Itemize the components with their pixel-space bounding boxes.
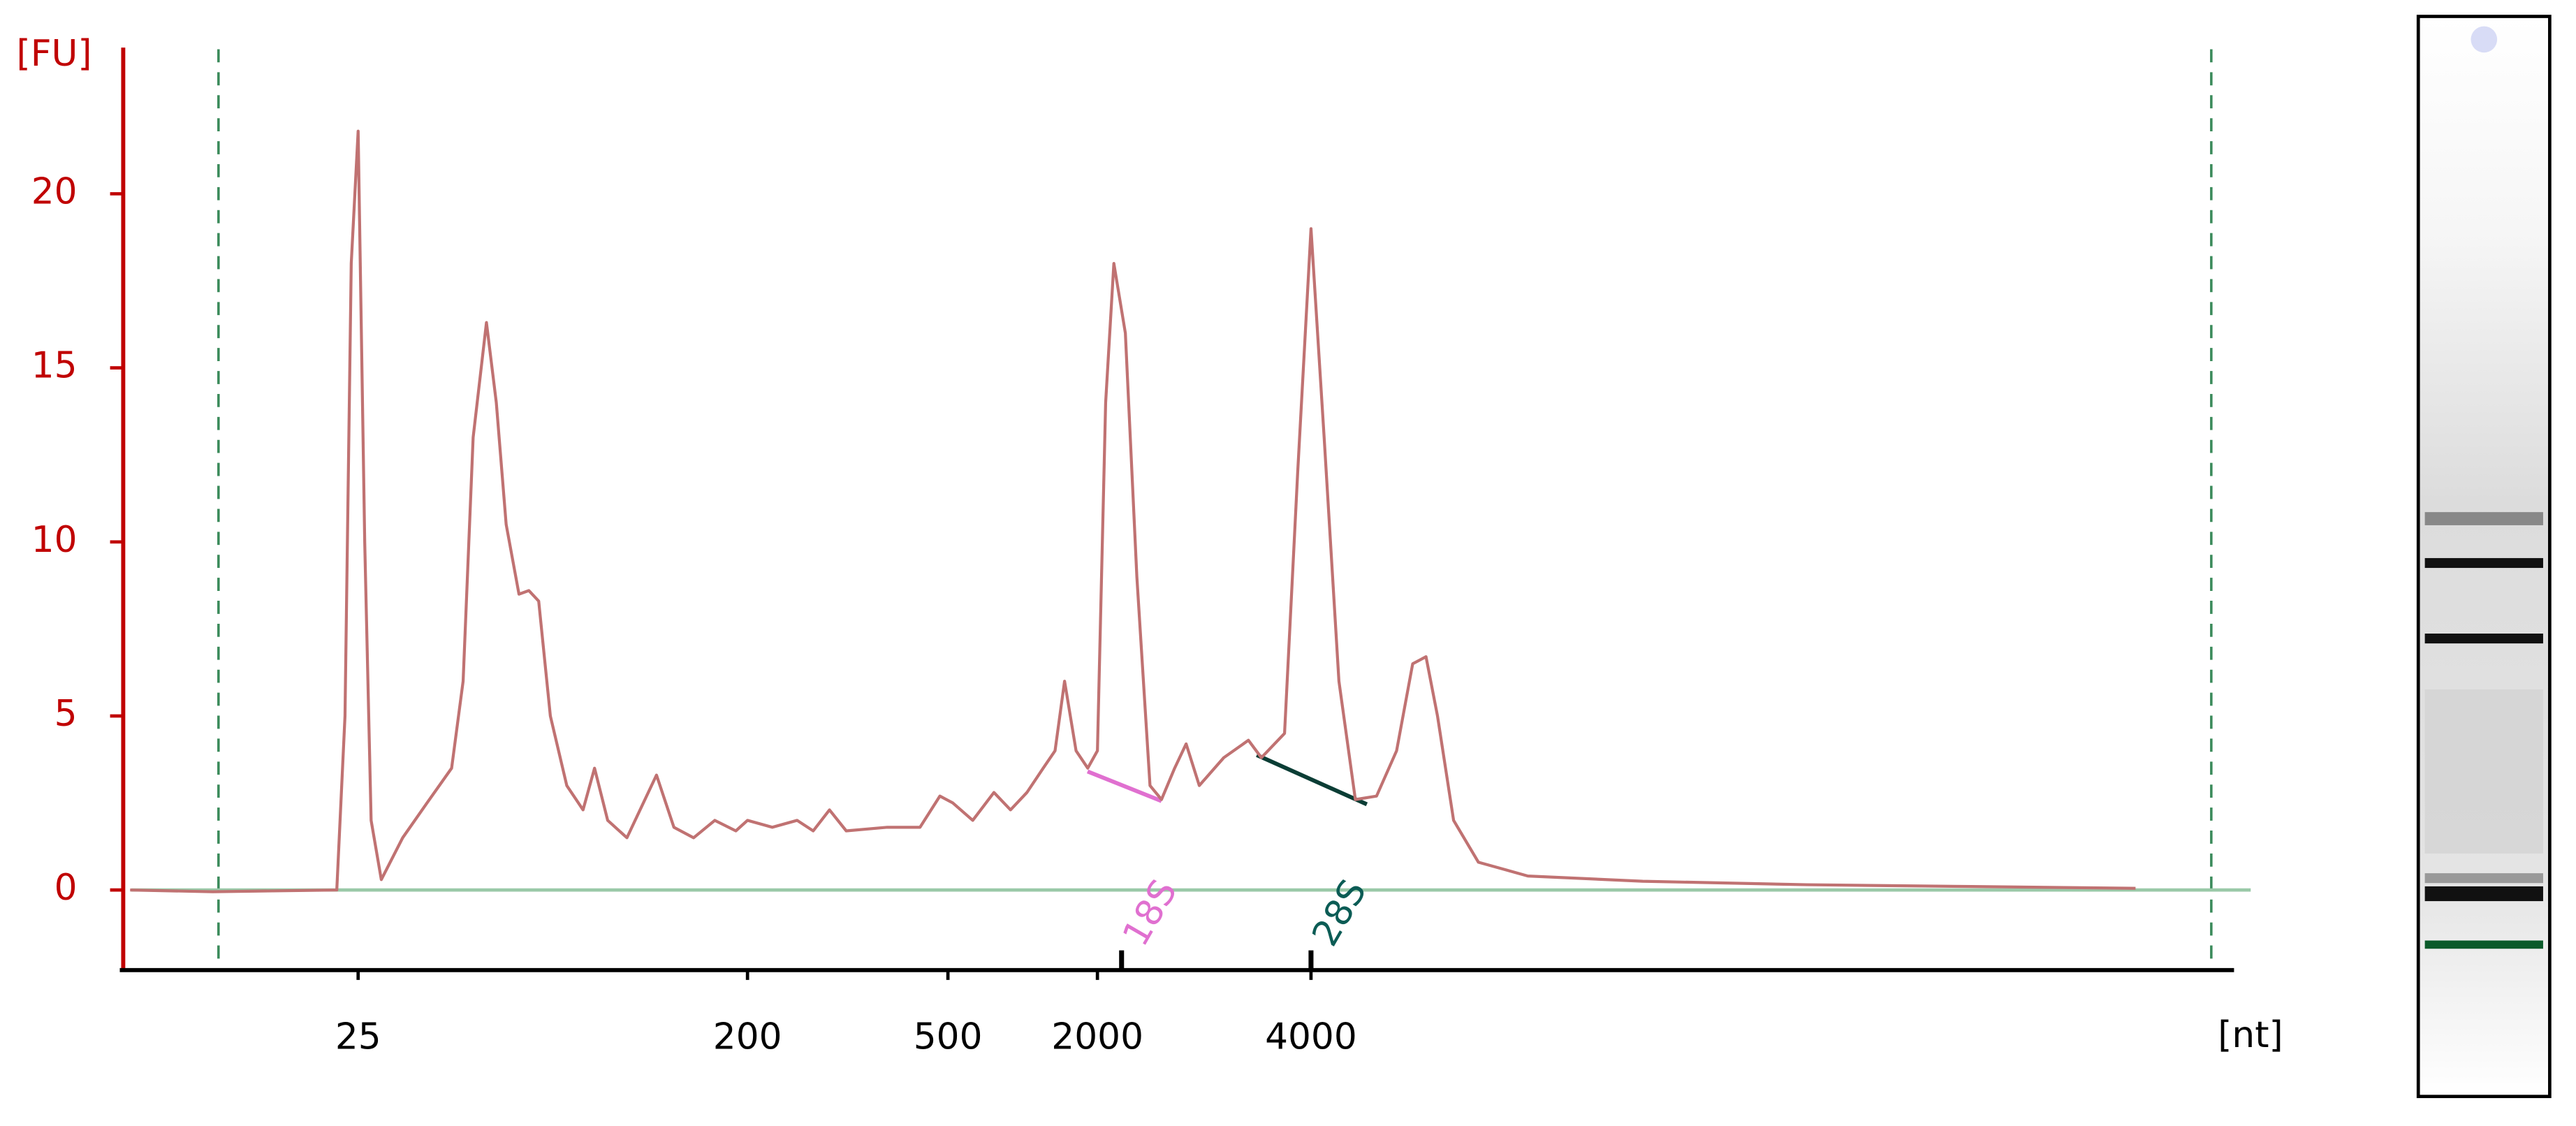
gel-lane: [2416, 15, 2552, 1099]
x-axis-label: [nt]: [2218, 1014, 2283, 1056]
peak-baseline: [1086, 769, 1162, 803]
y-tick-label: 15: [31, 345, 78, 387]
y-axis-label: [FU]: [17, 33, 92, 75]
peak-baseline: [1256, 753, 1368, 807]
marker-label: 28S: [1304, 872, 1375, 953]
x-tick-label: 2000: [1051, 1016, 1143, 1058]
y-tick-label: 10: [31, 519, 78, 561]
marker-label: 18S: [1115, 872, 1185, 953]
x-tick-label: 25: [335, 1016, 381, 1058]
x-tick-label: 200: [713, 1016, 782, 1058]
y-tick-label: 20: [31, 170, 78, 212]
y-tick-label: 0: [54, 867, 78, 909]
y-tick-label: 5: [54, 693, 78, 735]
trace: [130, 129, 2136, 893]
x-tick-label: 4000: [1265, 1016, 1357, 1058]
x-tick-label: 500: [914, 1016, 983, 1058]
